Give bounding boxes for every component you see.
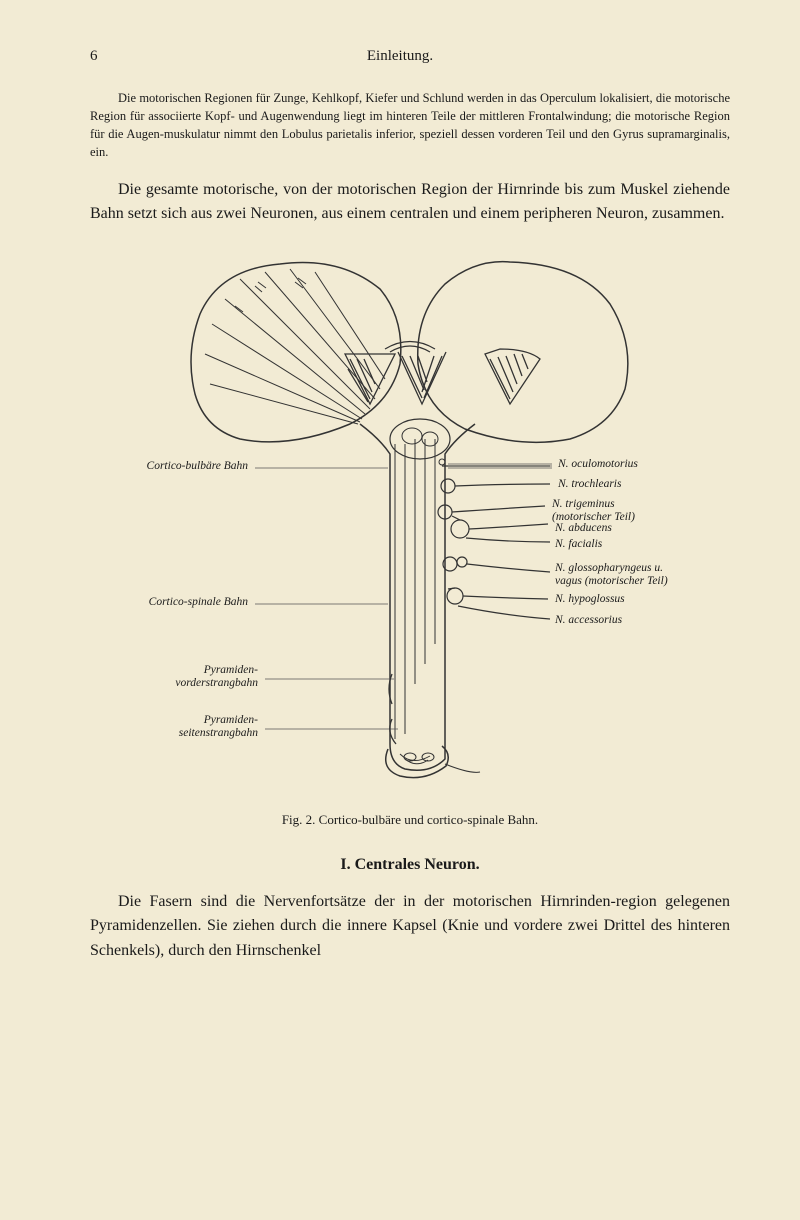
label-glosso: N. glossopharyngeus u. vagus (motorische… [555,562,668,590]
page-number: 6 [90,48,98,65]
section-heading: I. Centrales Neuron. [90,856,730,874]
label-trochlearis: N. trochlearis [558,478,621,492]
label-cortico-bulbaere: Cortico-bulbäre Bahn [90,460,248,474]
label-hypoglossus: N. hypoglossus [555,593,625,607]
label-pyramiden-seiten: Pyramiden- seitenstrangbahn [90,714,258,742]
main-paragraph: Die gesamte motorische, von der motorisc… [90,178,730,226]
label-pyramiden-vorder: Pyramiden- vorderstrangbahn [90,664,258,692]
intro-small-paragraph: Die motorischen Regionen für Zunge, Kehl… [90,89,730,162]
label-accessorius: N. accessorius [555,614,622,628]
page-title: Einleitung. [367,48,433,65]
body-paragraph: Die Fasern sind die Nervenfortsätze der … [90,890,730,964]
figure-2-diagram: Cortico-bulbäre Bahn Cortico-spinale Bah… [90,244,730,804]
label-facialis: N. facialis [555,538,602,552]
label-abducens: N. abducens [555,522,612,536]
label-oculomotorius: N. oculomotorius [558,458,638,472]
label-cortico-spinale: Cortico-spinale Bahn [90,596,248,610]
figure-caption: Fig. 2. Cortico-bulbäre und cortico-spin… [90,812,730,828]
